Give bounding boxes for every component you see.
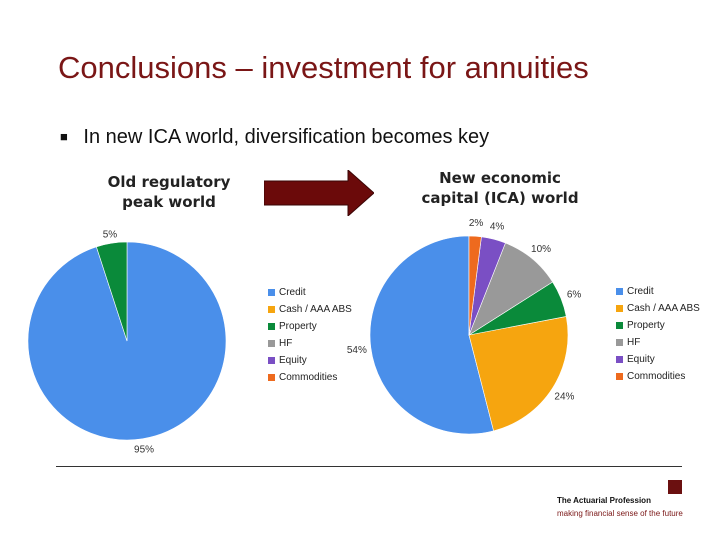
legend-swatch [616,322,623,329]
profession-logo-square [668,480,682,494]
legend-entry: Commodities [268,369,352,386]
legend-entry: Credit [616,283,700,300]
legend-swatch [616,373,623,380]
legend-label: Property [279,321,317,332]
old-world-legend: Credit Cash / AAA ABS Property HF Equity Comm… [268,284,352,386]
legend-label: Commodities [279,372,338,383]
legend-swatch [616,288,623,295]
bullet-text: In new ICA world, diversification become… [83,126,490,148]
new-world-legend: Credit Cash / AAA ABS Property HF Equity Comm… [616,283,700,385]
new-slice-label: 4% [490,222,505,233]
legend-entry: Cash / AAA ABS [268,301,352,318]
new-world-caption: New economic capital (ICA) world [400,168,600,208]
legend-entry: HF [616,334,700,351]
right-arrow-icon [264,170,374,216]
legend-entry: Credit [268,284,352,301]
legend-swatch [616,356,623,363]
legend-label: Cash / AAA ABS [627,303,700,314]
old-slice-property [96,241,128,342]
legend-swatch [268,289,275,296]
legend-entry: Cash / AAA ABS [616,300,700,317]
old-slice-label: 95% [134,445,154,456]
old-slice-label: 5% [103,229,118,240]
right-arrow-shape [264,170,374,216]
bullet-point: ■ In new ICA world, diversification beco… [60,126,489,149]
slide-title: Conclusions – investment for annuities [58,50,589,85]
new-slice-label: 6% [567,289,582,300]
profession-logo-name: The Actuarial Profession [557,496,651,505]
legend-entry: HF [268,335,352,352]
new-world-caption-line-2: capital (ICA) world [421,189,579,207]
new-slice-label: 2% [469,218,484,229]
legend-label: HF [627,337,641,348]
legend-swatch [268,306,275,313]
legend-label: HF [279,338,293,349]
legend-entry: Equity [616,351,700,368]
legend-swatch [616,305,623,312]
legend-label: Property [627,320,665,331]
legend-entry: Commodities [616,368,700,385]
new-slice-label: 54% [347,345,367,356]
legend-entry: Property [616,317,700,334]
profession-logo-tagline: making financial sense of the future [557,509,683,518]
legend-swatch [268,357,275,364]
footer-divider [56,466,682,467]
legend-swatch [268,323,275,330]
legend-swatch [268,340,275,347]
new-slice-label: 10% [531,244,551,255]
new-slice-credit [369,235,494,435]
legend-label: Commodities [627,371,686,382]
new-slice-commodities [468,235,482,336]
legend-label: Equity [279,355,307,366]
new-world-caption-line-1: New economic [439,169,561,187]
legend-swatch [616,339,623,346]
legend-entry: Equity [268,352,352,369]
legend-label: Cash / AAA ABS [279,304,352,315]
legend-label: Equity [627,354,655,365]
old-world-caption-line-1: Old regulatory [107,173,231,191]
legend-label: Credit [627,286,654,297]
legend-entry: Property [268,318,352,335]
new-slice-cash-aaa-abs [468,316,569,432]
legend-swatch [268,374,275,381]
old-world-caption-line-2: peak world [122,193,216,211]
legend-label: Credit [279,287,306,298]
square-bullet-icon: ■ [60,129,68,144]
new-slice-label: 24% [554,392,574,403]
old-world-caption: Old regulatory peak world [84,172,254,212]
